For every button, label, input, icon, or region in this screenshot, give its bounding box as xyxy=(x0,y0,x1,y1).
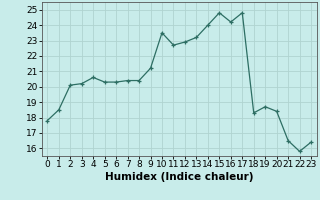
X-axis label: Humidex (Indice chaleur): Humidex (Indice chaleur) xyxy=(105,172,253,182)
